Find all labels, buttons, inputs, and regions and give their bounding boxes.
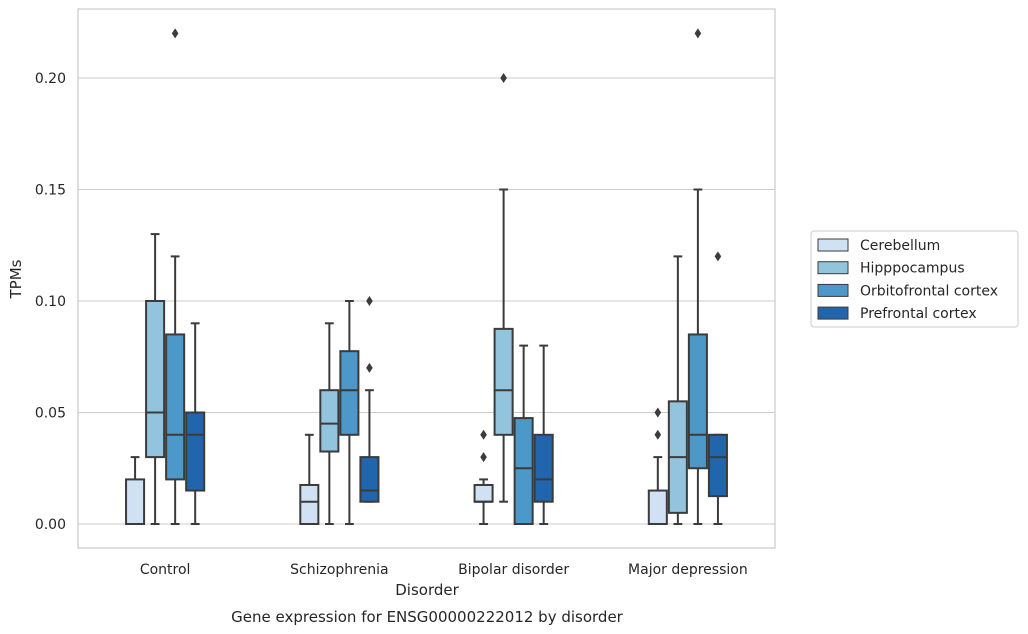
outlier-point	[654, 407, 662, 418]
y-tick-label: 0.15	[35, 183, 66, 199]
box-plot-box	[533, 344, 554, 525]
y-tick-label: 0.10	[35, 294, 66, 310]
outlier-point	[171, 28, 179, 39]
x-tick-label: Major depression	[628, 562, 748, 578]
y-tick-labels: 0.00 0.05 0.10 0.15 0.20	[35, 71, 66, 533]
legend-swatch	[817, 283, 849, 297]
iqr-box	[493, 327, 514, 436]
legend: Cerebellum Hipppocampus Orbitofrontal cort…	[810, 230, 1019, 328]
box-plot-box	[359, 296, 380, 503]
iqr-box	[145, 300, 166, 459]
legend-swatch	[817, 261, 849, 275]
iqr-box	[319, 389, 340, 453]
y-tick-label: 0.20	[35, 71, 66, 87]
iqr-box	[513, 417, 534, 526]
outlier-point	[366, 362, 373, 373]
legend-label: Cerebellum	[860, 238, 940, 254]
outlier-point	[654, 429, 662, 440]
outlier-point	[714, 251, 722, 262]
box-plot-marks	[125, 28, 728, 526]
iqr-box	[359, 456, 380, 503]
box-plot-box	[687, 28, 708, 525]
box-plot-box	[493, 73, 514, 503]
x-tick-label: Schizophrenia	[290, 562, 388, 578]
x-axis-label: Disorder	[395, 581, 459, 599]
iqr-box	[165, 333, 186, 481]
iqr-box	[707, 433, 728, 498]
box-plot-box	[299, 433, 320, 526]
legend-label: Prefrontal cortex	[860, 306, 977, 322]
outlier-point	[366, 296, 373, 306]
box-plot-box	[667, 255, 688, 525]
y-tick-label: 0.05	[35, 406, 66, 422]
iqr-box	[299, 483, 320, 526]
box-plot-box	[513, 344, 534, 526]
outlier-point	[480, 429, 487, 440]
box-plot-box	[319, 322, 340, 525]
box-plot-box	[647, 407, 668, 525]
iqr-box	[647, 489, 668, 525]
iqr-box	[339, 350, 360, 436]
iqr-box	[687, 333, 708, 470]
legend-label: Orbitofrontal cortex	[860, 283, 998, 299]
iqr-box	[125, 478, 146, 525]
box-plot-box	[473, 429, 494, 525]
box-plot-box	[185, 322, 206, 525]
iqr-box	[473, 483, 494, 503]
outlier-point	[480, 452, 487, 463]
outlier-point	[500, 73, 507, 83]
box-plot-box	[707, 251, 728, 525]
y-axis-label: TPMs	[7, 259, 25, 299]
iqr-box	[533, 433, 554, 503]
box-plot-box	[125, 456, 146, 525]
iqr-box	[185, 411, 206, 492]
x-tick-label: Bipolar disorder	[458, 562, 569, 578]
x-tick-labels: Control Schizophrenia Bipolar disorder Majo…	[140, 562, 748, 578]
y-tick-label: 0.00	[35, 517, 66, 533]
legend-swatch	[817, 238, 849, 252]
plot-area-frame	[77, 8, 776, 549]
outlier-point	[694, 28, 702, 39]
legend-swatch	[817, 306, 849, 320]
box-plot-box	[145, 233, 166, 525]
box-plot-box	[165, 28, 186, 525]
box-plot-box	[339, 300, 360, 525]
legend-label: Hipppocampus	[860, 261, 965, 277]
legend-frame	[810, 230, 1019, 328]
x-tick-label: Control	[140, 562, 191, 578]
chart-caption: Gene expression for ENSG00000222012 by d…	[231, 608, 624, 626]
